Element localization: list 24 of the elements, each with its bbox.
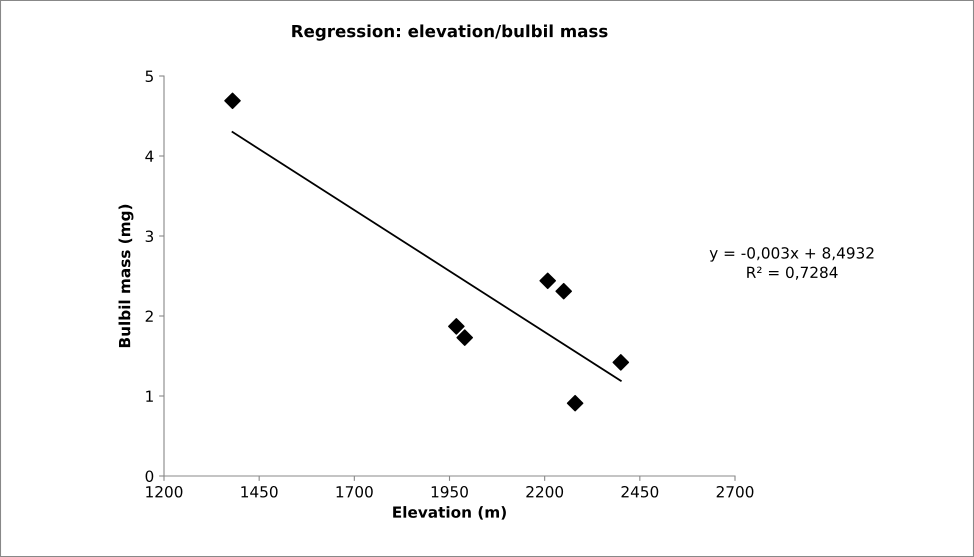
x-axis-title: Elevation (m) — [393, 506, 506, 520]
annotation: y = -0,003x + 8,4932 R² = 0,7284 — [710, 247, 874, 280]
x-tick-label: 1200 — [146, 486, 182, 498]
x-tick-label: 1450 — [241, 486, 278, 498]
x-tick-label: 1950 — [432, 486, 468, 498]
point — [539, 272, 556, 290]
chart-title: Regression: elevation/bulbil mass — [292, 24, 608, 41]
point — [456, 329, 474, 346]
x-tick-label: 2450 — [622, 486, 658, 498]
y-tick-label: 3 — [146, 230, 154, 242]
point — [448, 318, 465, 335]
y-tick-label: 5 — [146, 70, 153, 82]
y-tick-label: 1 — [146, 390, 153, 402]
point — [555, 282, 572, 300]
x-tick-label: 1700 — [336, 486, 373, 498]
y-axis-title: Bulbil mass (mg) — [118, 204, 134, 348]
y-tick-label: 0 — [146, 470, 154, 482]
y-tick-label: 4 — [145, 150, 154, 162]
x-tick-label: 2200 — [526, 486, 564, 498]
x-tick-label: 2700 — [716, 486, 754, 498]
point — [224, 92, 241, 110]
point — [566, 394, 584, 412]
y-tick-label: 2 — [146, 310, 153, 322]
point — [612, 354, 630, 371]
